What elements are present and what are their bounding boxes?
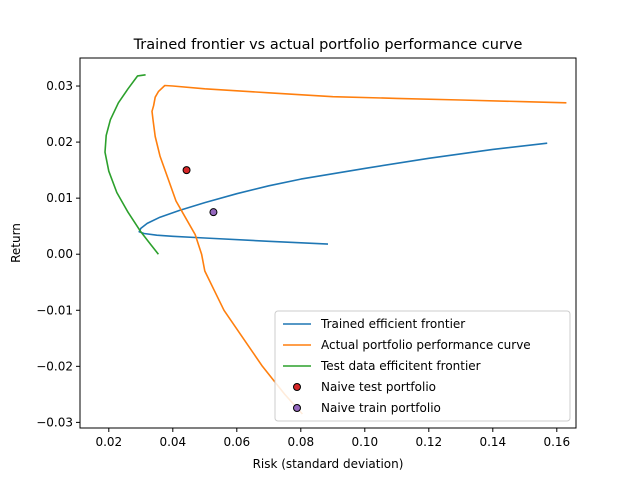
y-tick-label: −0.03 [36, 415, 73, 429]
plot-frame [79, 57, 577, 429]
legend-entry-label: Test data efficitent frontier [320, 359, 481, 373]
series-line-0 [138, 142, 548, 245]
x-tick-label: 0.14 [479, 435, 506, 449]
legend-entry-label: Naive test portfolio [321, 380, 436, 394]
x-tick-label: 0.02 [95, 435, 122, 449]
y-tick-label: −0.02 [36, 359, 73, 373]
x-axis: 0.02 0.04 0.06 0.08 0.10 0.12 0.14 0.16 [95, 428, 570, 449]
x-tick-label: 0.08 [287, 435, 314, 449]
y-tick-label: −0.01 [36, 303, 73, 317]
y-axis-label: Return [9, 223, 23, 263]
legend-swatch-marker [293, 383, 301, 391]
y-tick-label: 0.00 [46, 247, 73, 261]
y-tick-label: 0.03 [46, 79, 73, 93]
x-tick-label: 0.06 [223, 435, 250, 449]
plot-area [79, 57, 577, 429]
series-line-1 [151, 84, 567, 415]
x-axis-label: Risk (standard deviation) [253, 457, 404, 471]
y-tick-label: 0.01 [46, 191, 73, 205]
legend-swatch-marker [293, 404, 301, 412]
x-tick-label: 0.12 [415, 435, 442, 449]
legend-box [274, 310, 571, 422]
legend-entry-label: Trained efficient frontier [320, 317, 465, 331]
legend: Trained efficient frontier Actual portfol… [274, 310, 571, 422]
x-tick-label: 0.16 [543, 435, 570, 449]
legend-entry-label: Naive train portfolio [321, 401, 441, 415]
series-marker-4-0 [209, 208, 218, 217]
legend-entry-label: Actual portfolio performance curve [321, 338, 531, 352]
y-tick-label: 0.02 [46, 135, 73, 149]
x-tick-label: 0.04 [159, 435, 186, 449]
series-layer [104, 74, 567, 415]
x-tick-label: 0.10 [351, 435, 378, 449]
series-line-2 [104, 74, 160, 255]
series-marker-3-0 [182, 166, 191, 175]
y-axis: −0.03 −0.02 −0.01 0.00 0.01 0.02 0.03 [36, 79, 80, 429]
chart-title: Trained frontier vs actual portfolio per… [133, 37, 523, 53]
